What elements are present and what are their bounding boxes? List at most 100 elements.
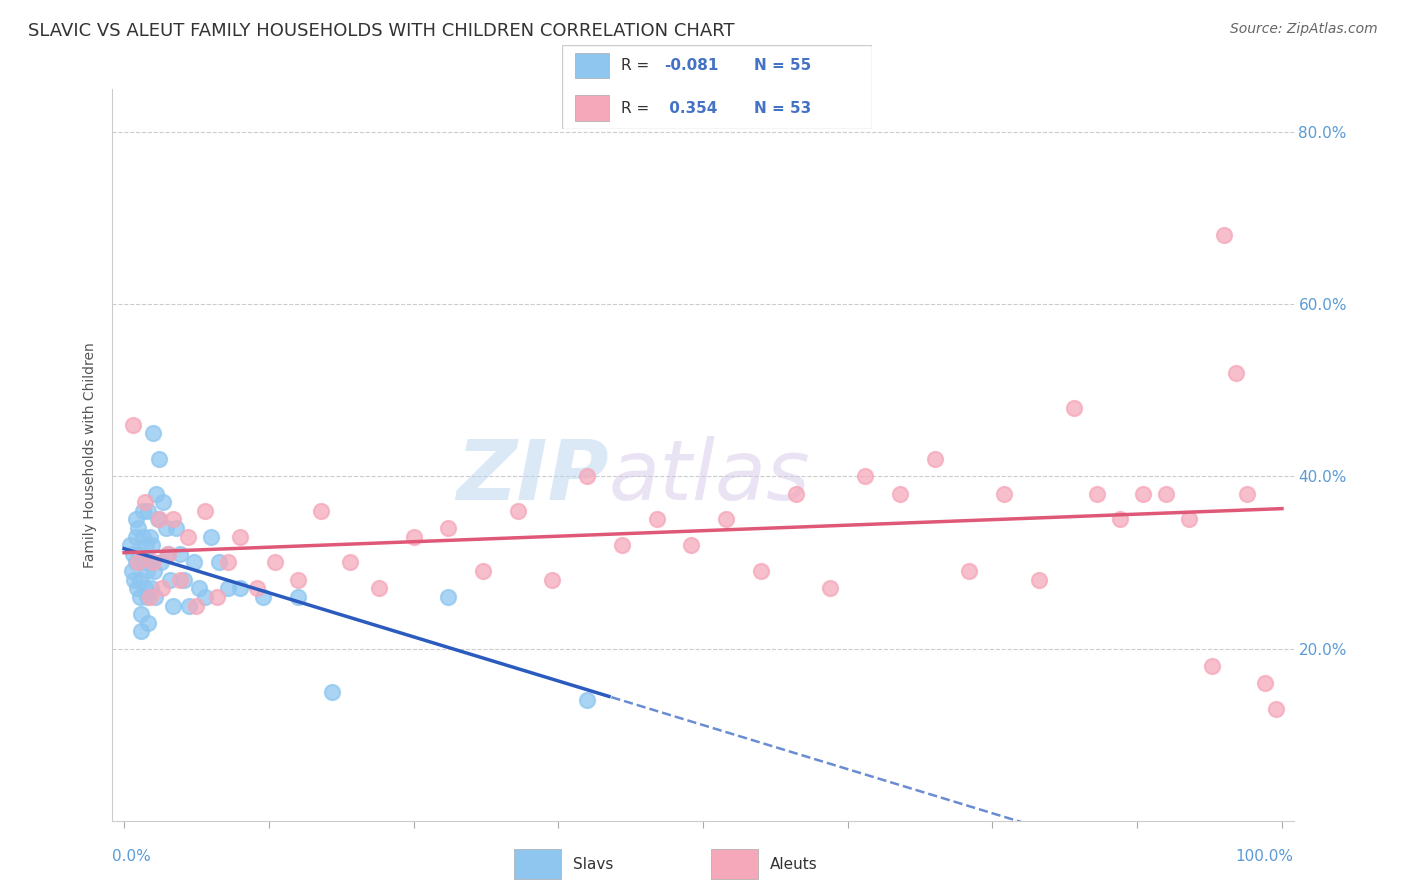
Point <box>131 624 153 639</box>
Point <box>1178 512 1201 526</box>
Point <box>155 521 177 535</box>
Point <box>287 573 309 587</box>
Point <box>169 573 191 587</box>
FancyBboxPatch shape <box>711 849 758 880</box>
Point <box>125 582 148 596</box>
Point <box>1265 702 1288 716</box>
Text: ZIP: ZIP <box>456 436 609 517</box>
Point <box>127 521 149 535</box>
FancyBboxPatch shape <box>575 54 609 78</box>
Point <box>157 547 180 561</box>
Point <box>184 599 207 613</box>
Point <box>1108 512 1130 526</box>
Point <box>853 469 876 483</box>
Point <box>173 573 195 587</box>
Point <box>287 590 309 604</box>
Point <box>188 582 211 596</box>
Point <box>1253 676 1275 690</box>
Point <box>1154 486 1177 500</box>
Point <box>145 486 167 500</box>
Point <box>194 504 217 518</box>
Point <box>131 530 153 544</box>
FancyBboxPatch shape <box>515 849 561 880</box>
Point <box>122 417 145 432</box>
Point <box>138 556 160 570</box>
Point <box>820 582 842 596</box>
Point <box>142 426 165 441</box>
Point <box>785 486 807 500</box>
Point <box>229 530 252 544</box>
Y-axis label: Family Households with Children: Family Households with Children <box>83 342 97 568</box>
Point <box>139 582 162 596</box>
Point <box>437 590 460 604</box>
Point <box>993 486 1015 500</box>
Point <box>118 538 141 552</box>
Point <box>141 538 163 552</box>
Point <box>122 547 145 561</box>
Point <box>610 538 633 552</box>
Point <box>889 486 911 500</box>
Point <box>134 582 156 596</box>
Point <box>124 530 146 544</box>
Point <box>162 512 184 526</box>
Point <box>749 564 772 578</box>
Point <box>1213 228 1236 243</box>
Point <box>367 582 389 596</box>
Point <box>127 556 149 570</box>
Text: 0.0%: 0.0% <box>112 849 152 863</box>
FancyBboxPatch shape <box>575 95 609 120</box>
Point <box>148 512 170 526</box>
Point <box>1132 486 1154 500</box>
Point <box>252 590 274 604</box>
Point <box>924 452 946 467</box>
Point <box>183 556 205 570</box>
Point <box>131 607 153 621</box>
Point <box>135 538 157 552</box>
Point <box>129 590 152 604</box>
Point <box>246 582 269 596</box>
Text: SLAVIC VS ALEUT FAMILY HOUSEHOLDS WITH CHILDREN CORRELATION CHART: SLAVIC VS ALEUT FAMILY HOUSEHOLDS WITH C… <box>28 22 735 40</box>
Point <box>957 564 980 578</box>
Point <box>1225 366 1247 380</box>
Text: Source: ZipAtlas.com: Source: ZipAtlas.com <box>1230 22 1378 37</box>
Point <box>136 564 159 578</box>
Point <box>205 590 228 604</box>
Text: N = 53: N = 53 <box>754 101 811 116</box>
Point <box>200 530 222 544</box>
Text: 0.354: 0.354 <box>665 101 718 116</box>
Text: Aleuts: Aleuts <box>770 857 818 871</box>
Point <box>645 512 668 526</box>
Point <box>159 573 181 587</box>
Point <box>217 556 239 570</box>
Point <box>134 495 156 509</box>
Point <box>138 504 160 518</box>
Point <box>124 512 146 526</box>
Point <box>124 556 146 570</box>
Point <box>124 573 146 587</box>
Point <box>157 547 180 561</box>
Text: N = 55: N = 55 <box>754 58 811 73</box>
Point <box>321 684 343 698</box>
Point <box>138 590 160 604</box>
Point <box>152 495 174 509</box>
Point <box>162 599 184 613</box>
Point <box>129 573 152 587</box>
Point <box>541 573 564 587</box>
Point <box>576 693 599 707</box>
Text: R =: R = <box>621 58 654 73</box>
Text: R =: R = <box>621 101 654 116</box>
Text: 100.0%: 100.0% <box>1236 849 1294 863</box>
Point <box>402 530 425 544</box>
Point <box>138 530 160 544</box>
Point <box>576 469 599 483</box>
Point <box>143 564 166 578</box>
Point <box>263 556 285 570</box>
Point <box>131 504 153 518</box>
Text: atlas: atlas <box>609 436 810 517</box>
Point <box>1028 573 1050 587</box>
Point <box>138 615 160 630</box>
Point <box>1201 658 1223 673</box>
Point <box>132 556 155 570</box>
Text: Slavs: Slavs <box>574 857 613 871</box>
Point <box>1063 401 1085 415</box>
